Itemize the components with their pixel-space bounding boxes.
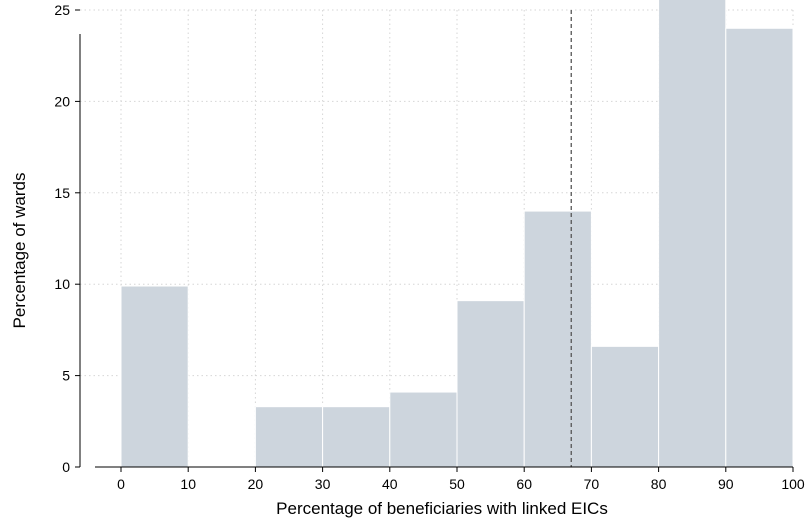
y-tick-label: 5	[62, 368, 70, 384]
x-tick-label: 40	[382, 476, 398, 492]
histogram-bar	[658, 0, 727, 468]
x-tick-label: 30	[315, 476, 331, 492]
y-tick-label: 20	[54, 93, 70, 109]
x-tick-label: 50	[449, 476, 465, 492]
x-tick-label: 20	[248, 476, 264, 492]
histogram-bar	[523, 210, 592, 468]
x-tick-label: 100	[781, 476, 805, 492]
y-tick-label: 15	[54, 185, 70, 201]
axes	[75, 9, 794, 472]
histogram-bar	[456, 300, 525, 468]
x-tick-label: 70	[584, 476, 600, 492]
y-axis-label: Percentage of wards	[10, 173, 29, 329]
histogram-bar	[322, 406, 391, 468]
histogram-bar	[120, 285, 189, 468]
x-tick-label: 80	[651, 476, 667, 492]
y-tick-label: 10	[54, 276, 70, 292]
x-tick-label: 10	[180, 476, 196, 492]
histogram-bar	[590, 345, 660, 468]
histogram-bar	[254, 406, 324, 468]
x-tick-label: 60	[516, 476, 532, 492]
y-tick-label: 0	[62, 459, 70, 475]
histogram-bar	[389, 391, 458, 468]
x-axis-label: Percentage of beneficiaries with linked …	[276, 499, 608, 518]
tick-labels: 0 10 20 30 40 50 60 70 80 90 100 0 5 10 15 20 25	[54, 2, 804, 492]
x-tick-label: 90	[718, 476, 734, 492]
bars	[120, 0, 794, 468]
y-tick-label: 25	[54, 2, 70, 18]
x-tick-label: 0	[117, 476, 125, 492]
histogram-bar	[725, 27, 794, 468]
